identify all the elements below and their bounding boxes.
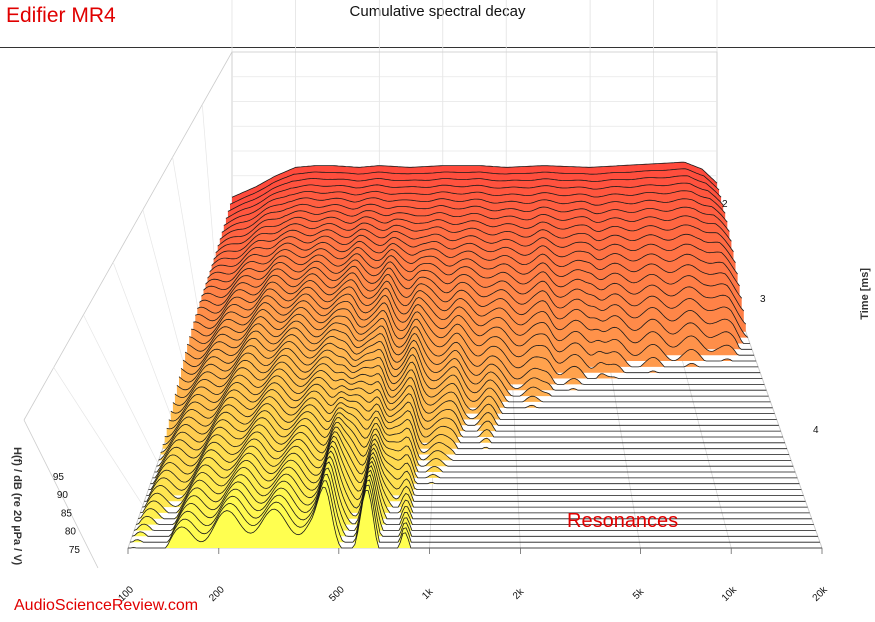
decay-slice-line bbox=[231, 161, 718, 198]
y-tick-label: 95 bbox=[53, 472, 65, 483]
decay-slice-line bbox=[186, 307, 763, 379]
decay-slice-line bbox=[217, 210, 732, 247]
left-wall-grid bbox=[142, 209, 188, 378]
x-tick-label: 500 bbox=[327, 584, 347, 604]
decay-slice-line bbox=[170, 361, 779, 426]
decay-slice-line bbox=[227, 175, 722, 212]
left-wall-grid bbox=[172, 157, 203, 336]
decay-slice-line bbox=[146, 435, 804, 496]
decay-slice-line bbox=[229, 168, 720, 205]
decay-slice-line bbox=[160, 396, 790, 455]
decay-slice-line bbox=[172, 354, 777, 420]
left-wall-edge bbox=[23, 51, 233, 421]
decay-slice-line bbox=[140, 450, 810, 514]
decay-slice-line bbox=[209, 234, 740, 287]
decay-slice-line bbox=[131, 473, 818, 537]
decay-slice-line bbox=[207, 240, 743, 299]
decay-slice-fill bbox=[130, 480, 820, 543]
decay-slice-fill bbox=[138, 456, 812, 519]
decay-slice-line bbox=[213, 222, 736, 263]
left-wall-front bbox=[23, 419, 99, 569]
z-axis-title: Time [ms] bbox=[859, 268, 871, 320]
decay-slices bbox=[128, 161, 822, 549]
decay-slice-fill bbox=[128, 487, 822, 548]
x-tick-label: 2k bbox=[511, 586, 527, 602]
decay-slice-line bbox=[142, 445, 808, 508]
z-tick-label: 2 bbox=[722, 199, 728, 210]
z-tick-label: 3 bbox=[760, 294, 766, 305]
x-tick-label: 10k bbox=[720, 584, 740, 604]
y-tick-label: 80 bbox=[65, 527, 77, 538]
decay-slice-line bbox=[158, 403, 792, 461]
decay-slice-line bbox=[182, 320, 767, 391]
decay-slice-line bbox=[176, 340, 773, 409]
decay-slice-fill bbox=[136, 462, 814, 525]
decay-slice-line bbox=[223, 190, 726, 226]
decay-slice-line bbox=[205, 247, 745, 312]
decay-slice-line bbox=[128, 486, 822, 549]
x-tick-label: 20k bbox=[811, 584, 831, 604]
watermark: AudioScienceReview.com bbox=[14, 597, 199, 614]
z-tick-label: 4 bbox=[813, 425, 819, 436]
title-divider bbox=[0, 47, 875, 48]
y-tick-label: 75 bbox=[69, 545, 81, 556]
decay-slice-line bbox=[129, 480, 820, 543]
decay-slice-fill bbox=[132, 474, 818, 537]
y-tick-label: 85 bbox=[61, 508, 73, 519]
decay-slice-line bbox=[144, 440, 806, 502]
decay-slice-line bbox=[203, 253, 747, 325]
decay-slice-line bbox=[150, 426, 800, 485]
page-title: Edifier MR4 bbox=[6, 4, 116, 27]
chart-title: Cumulative spectral decay bbox=[349, 3, 526, 20]
decay-slice-line bbox=[154, 417, 796, 473]
decay-slice-line bbox=[199, 265, 750, 344]
left-wall-grid bbox=[112, 262, 173, 421]
decay-slice-line bbox=[211, 228, 738, 275]
decay-slice-line bbox=[152, 422, 798, 479]
resonances-annotation: Resonances bbox=[567, 510, 679, 532]
y-axis-title: H(f) / dB (re 20 µPa / V) bbox=[11, 447, 23, 566]
decay-slice-line bbox=[191, 293, 759, 368]
decay-slice-line bbox=[221, 197, 728, 233]
decay-slice-line bbox=[201, 259, 749, 338]
x-tick-label: 1k bbox=[420, 586, 436, 602]
decay-slice-line bbox=[174, 348, 775, 414]
decay-slice-line bbox=[189, 300, 761, 374]
x-tick-label: 5k bbox=[631, 586, 647, 602]
decay-slice-line bbox=[164, 382, 785, 444]
decay-slice-line bbox=[133, 467, 816, 531]
decay-slice-line bbox=[195, 279, 755, 356]
decay-slice-line bbox=[184, 313, 765, 385]
left-wall-grid bbox=[53, 367, 144, 506]
decay-slice-line bbox=[156, 410, 794, 467]
decay-slice-line bbox=[180, 327, 769, 397]
decay-slice-line bbox=[219, 203, 730, 240]
decay-slice-line bbox=[215, 216, 734, 254]
decay-slice-line bbox=[168, 368, 781, 432]
decay-slice-line bbox=[193, 286, 757, 362]
decay-slice-line bbox=[166, 375, 783, 438]
decay-slice-line bbox=[197, 272, 752, 350]
x-tick-label: 200 bbox=[207, 584, 227, 604]
decay-slice-line bbox=[148, 431, 802, 490]
decay-slice-line bbox=[162, 389, 787, 450]
decay-slice-line bbox=[138, 455, 812, 520]
decay-slice-line bbox=[136, 461, 814, 525]
decay-slice-fill bbox=[134, 468, 816, 531]
decay-slice-line bbox=[225, 182, 724, 219]
left-wall-grid bbox=[83, 314, 159, 464]
decay-slice-line bbox=[178, 334, 771, 403]
y-tick-label: 90 bbox=[57, 490, 69, 501]
